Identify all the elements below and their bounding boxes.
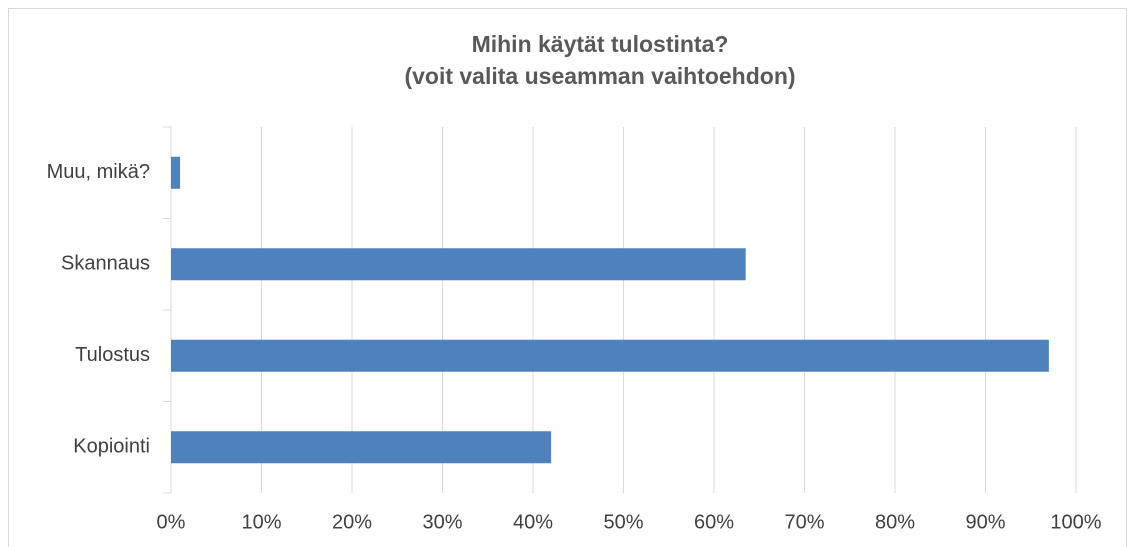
x-tick-label: 50% (603, 511, 643, 533)
y-tick-label: Tulostus (75, 344, 150, 366)
x-tick-label: 80% (875, 511, 915, 533)
bar (171, 156, 181, 189)
bar (171, 339, 1049, 372)
x-tick-label: 20% (332, 511, 372, 533)
y-tick-label: Skannaus (61, 253, 150, 275)
x-tick-label: 90% (965, 511, 1005, 533)
y-tick-label: Kopiointi (73, 436, 150, 458)
chart-title: Mihin käytät tulostinta? (472, 31, 729, 57)
x-tick-label: 40% (513, 511, 553, 533)
bar (171, 248, 746, 281)
y-tick-label: Muu, mikä? (47, 161, 150, 183)
bar (171, 431, 552, 464)
chart-subtitle: (voit valita useamman vaihtoehdon) (404, 63, 795, 89)
x-tick-label: 70% (784, 511, 824, 533)
x-tick-label: 60% (694, 511, 734, 533)
x-tick-label: 0% (157, 511, 186, 533)
x-tick-label: 100% (1050, 511, 1101, 533)
x-tick-label: 10% (241, 511, 281, 533)
x-tick-label: 30% (422, 511, 462, 533)
